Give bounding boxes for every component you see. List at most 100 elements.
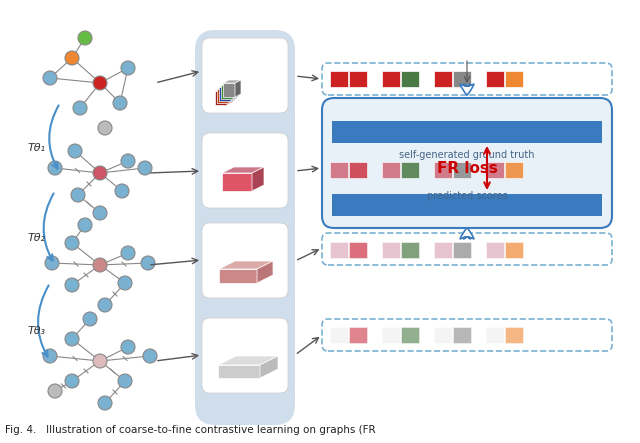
Polygon shape <box>219 87 231 101</box>
Polygon shape <box>222 167 264 173</box>
Text: FR loss: FR loss <box>436 160 497 175</box>
Circle shape <box>121 246 135 260</box>
Bar <box>453 242 471 258</box>
Bar <box>401 71 419 87</box>
Bar <box>453 162 471 178</box>
Polygon shape <box>235 80 241 97</box>
Bar <box>401 327 419 343</box>
Circle shape <box>48 161 62 175</box>
Circle shape <box>98 121 112 135</box>
Bar <box>434 71 452 87</box>
Circle shape <box>73 101 87 115</box>
Polygon shape <box>218 356 278 365</box>
Bar <box>505 162 523 178</box>
Circle shape <box>121 61 135 75</box>
FancyBboxPatch shape <box>322 98 612 228</box>
Circle shape <box>71 188 85 202</box>
Polygon shape <box>219 84 237 87</box>
Circle shape <box>78 218 92 232</box>
Circle shape <box>121 340 135 354</box>
Polygon shape <box>217 86 235 89</box>
FancyArrowPatch shape <box>460 228 474 239</box>
Circle shape <box>121 154 135 168</box>
Circle shape <box>45 256 59 270</box>
FancyBboxPatch shape <box>202 38 288 113</box>
Bar <box>486 327 504 343</box>
Circle shape <box>98 396 112 410</box>
Bar <box>330 327 348 343</box>
Polygon shape <box>231 84 237 101</box>
Circle shape <box>118 374 132 388</box>
Bar <box>382 327 400 343</box>
Bar <box>486 71 504 87</box>
Text: Fig. 4.   Illustration of coarse-to-fine contrastive learning on graphs (FR: Fig. 4. Illustration of coarse-to-fine c… <box>5 425 376 435</box>
FancyBboxPatch shape <box>202 133 288 208</box>
Circle shape <box>143 349 157 363</box>
Polygon shape <box>221 82 239 85</box>
Bar <box>330 242 348 258</box>
Polygon shape <box>233 82 239 99</box>
Polygon shape <box>223 83 235 97</box>
Polygon shape <box>215 91 227 105</box>
Text: self-generated ground truth: self-generated ground truth <box>399 150 535 160</box>
Circle shape <box>93 258 107 272</box>
Bar <box>505 71 523 87</box>
Polygon shape <box>217 89 229 103</box>
Bar <box>349 242 367 258</box>
Polygon shape <box>223 80 241 83</box>
Circle shape <box>65 236 79 250</box>
Circle shape <box>93 76 107 90</box>
Polygon shape <box>215 88 233 91</box>
Circle shape <box>48 384 62 398</box>
Text: Tθ₂: Tθ₂ <box>28 233 46 243</box>
Circle shape <box>93 206 107 220</box>
Bar <box>332 194 602 216</box>
Text: predicted scores: predicted scores <box>427 191 508 201</box>
Bar <box>382 71 400 87</box>
Circle shape <box>65 374 79 388</box>
Polygon shape <box>222 173 252 191</box>
Circle shape <box>118 276 132 290</box>
Bar <box>486 162 504 178</box>
Polygon shape <box>218 365 260 378</box>
Polygon shape <box>229 86 235 103</box>
Circle shape <box>113 96 127 110</box>
Circle shape <box>83 312 97 326</box>
Bar <box>330 71 348 87</box>
Bar <box>453 71 471 87</box>
Circle shape <box>93 166 107 180</box>
Bar <box>453 327 471 343</box>
Circle shape <box>115 184 129 198</box>
Polygon shape <box>252 167 264 191</box>
Bar <box>434 242 452 258</box>
Bar <box>434 162 452 178</box>
Bar <box>401 162 419 178</box>
Polygon shape <box>219 269 257 283</box>
Bar <box>349 71 367 87</box>
FancyBboxPatch shape <box>195 30 295 425</box>
Circle shape <box>98 298 112 312</box>
Bar <box>349 162 367 178</box>
Circle shape <box>43 71 57 85</box>
Bar <box>401 242 419 258</box>
Polygon shape <box>227 88 233 105</box>
FancyArrowPatch shape <box>460 84 474 95</box>
Bar <box>505 327 523 343</box>
Bar <box>486 242 504 258</box>
Bar <box>349 327 367 343</box>
Circle shape <box>141 256 155 270</box>
Circle shape <box>43 349 57 363</box>
Text: Tθ₃: Tθ₃ <box>28 326 46 336</box>
Bar <box>382 242 400 258</box>
Polygon shape <box>219 261 273 269</box>
Bar <box>382 162 400 178</box>
Circle shape <box>78 31 92 45</box>
Text: Tθ₁: Tθ₁ <box>28 143 46 153</box>
Circle shape <box>68 144 82 158</box>
Bar <box>505 242 523 258</box>
Circle shape <box>93 354 107 368</box>
Polygon shape <box>260 356 278 378</box>
Bar <box>434 327 452 343</box>
Circle shape <box>138 161 152 175</box>
Circle shape <box>65 332 79 346</box>
